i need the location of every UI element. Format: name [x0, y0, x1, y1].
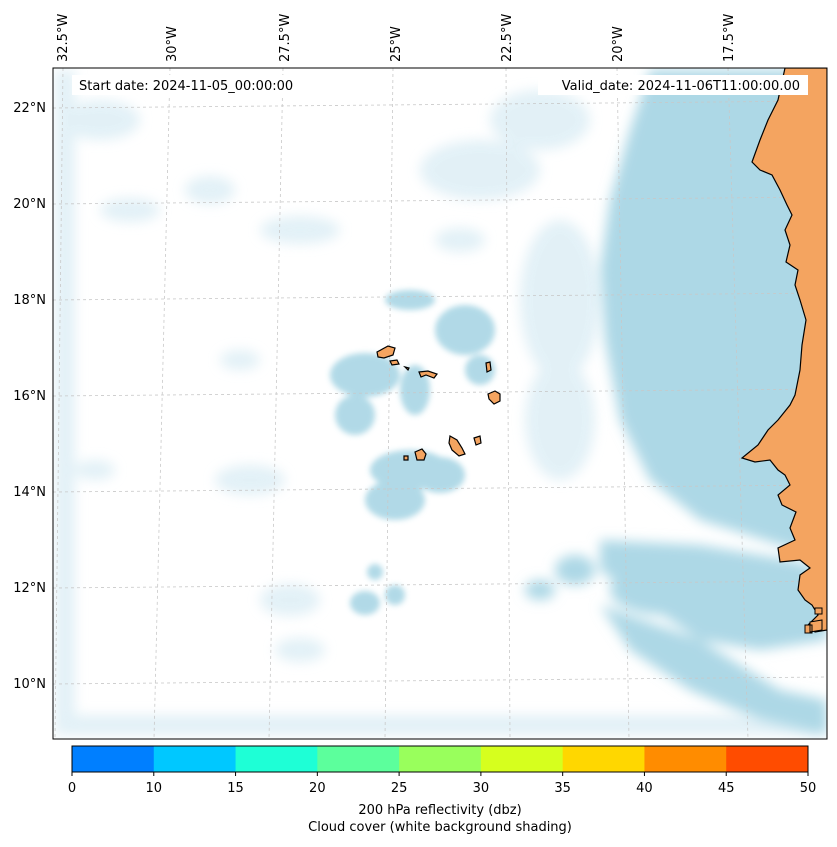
colorbar-sublabel: Cloud cover (white background shading): [308, 820, 572, 835]
colorbar-tick-label: 40: [636, 781, 653, 796]
lat-label-20n: 20°N: [13, 197, 46, 212]
colorbar-segment: [644, 746, 727, 772]
colorbar-tick-label: 35: [554, 781, 571, 796]
lon-label-25w: 25°W: [389, 26, 404, 62]
colorbar-tick-label: 15: [227, 781, 244, 796]
colorbar-segment: [480, 746, 564, 772]
africa-coastline: [740, 68, 827, 633]
lon-label-27-5w: 27.5°W: [278, 14, 293, 62]
start-date-box: [72, 75, 317, 95]
colorbar-tick-label: 10: [146, 781, 163, 796]
lon-label-22-5w: 22.5°W: [500, 14, 515, 62]
colorbar-tick-label: 30: [473, 781, 490, 796]
colorbar-segment: [317, 746, 400, 772]
lon-label-20w: 20°W: [611, 26, 626, 62]
plot-frame: [52, 67, 828, 740]
valid-date-box: [538, 75, 808, 95]
lat-label-14n: 14°N: [13, 485, 46, 500]
graticule: [53, 68, 827, 739]
island-boa-vista: [487, 390, 501, 405]
lat-label-10n: 10°N: [13, 677, 46, 692]
lon-label-32-5w: 32.5°W: [56, 14, 71, 62]
cloud-cover-islands: [330, 290, 495, 615]
island-santiago: [448, 435, 466, 457]
island-brava: [403, 455, 409, 461]
latitude-labels: 22°N 20°N 18°N 16°N 14°N 12°N 10°N: [13, 101, 46, 692]
colorbar-segment: [726, 746, 809, 772]
island-fogo: [414, 448, 427, 461]
colorbar-label: 200 hPa reflectivity (dbz): [358, 803, 521, 818]
island-santa-luzia: [403, 365, 410, 372]
lat-label-22n: 22°N: [13, 101, 46, 116]
island-sao-nicolau: [418, 370, 438, 379]
colorbar-segments: [72, 746, 809, 772]
colorbar-ticks: 0 10 15 20 25 30 35 40 45 50: [68, 772, 816, 796]
colorbar-segment: [72, 746, 155, 772]
cape-verde-islands: [376, 345, 501, 461]
lat-label-18n: 18°N: [13, 293, 46, 308]
lon-label-17-5w: 17.5°W: [722, 14, 737, 62]
lat-label-16n: 16°N: [13, 389, 46, 404]
colorbar-tick-label: 25: [391, 781, 408, 796]
colorbar-tick-label: 20: [309, 781, 326, 796]
colorbar-tick-label: 0: [68, 781, 76, 796]
lat-label-12n: 12°N: [13, 581, 46, 596]
colorbar-frame: [71, 745, 809, 773]
colorbar-segment: [153, 746, 237, 772]
colorbar-segment: [399, 746, 482, 772]
lon-label-30w: 30°W: [165, 26, 180, 62]
map-plot-area: [53, 68, 827, 739]
colorbar-segment: [235, 746, 318, 772]
colorbar: 0 10 15 20 25 30 35 40 45 50 200 hPa reflectivity…: [68, 745, 816, 835]
bijagos-islands: [804, 607, 823, 634]
colorbar-segment: [562, 746, 645, 772]
colorbar-tick-label: 45: [718, 781, 735, 796]
start-date-text: Start date: 2024-11-05_00:00:00: [79, 79, 293, 94]
valid-date-text: Valid_date: 2024-11-06T11:00:00.00: [562, 79, 800, 94]
island-santo-antao: [376, 345, 396, 359]
island-maio: [473, 435, 482, 446]
island-sao-vicente: [389, 359, 400, 366]
longitude-labels: 32.5°W 30°W 27.5°W 25°W 22.5°W 20°W 17.5…: [56, 14, 737, 62]
island-sal: [485, 361, 492, 373]
colorbar-tick-label: 50: [800, 781, 817, 796]
cloud-cover-light: [55, 70, 820, 735]
